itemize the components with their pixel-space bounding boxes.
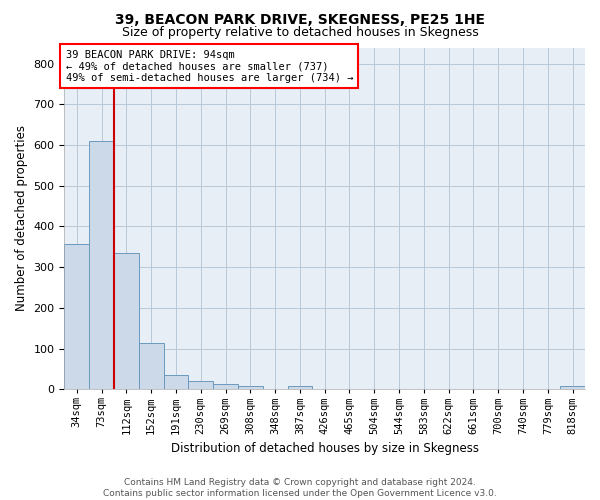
- Bar: [139, 343, 164, 389]
- Text: Size of property relative to detached houses in Skegness: Size of property relative to detached ho…: [122, 26, 478, 39]
- Text: 39 BEACON PARK DRIVE: 94sqm
← 49% of detached houses are smaller (737)
49% of se: 39 BEACON PARK DRIVE: 94sqm ← 49% of det…: [65, 50, 353, 82]
- Bar: [213, 384, 238, 389]
- Bar: [64, 244, 89, 389]
- Bar: [89, 140, 114, 389]
- X-axis label: Distribution of detached houses by size in Skegness: Distribution of detached houses by size …: [171, 442, 479, 455]
- Text: 39, BEACON PARK DRIVE, SKEGNESS, PE25 1HE: 39, BEACON PARK DRIVE, SKEGNESS, PE25 1H…: [115, 12, 485, 26]
- Bar: [114, 252, 139, 389]
- Bar: [188, 381, 213, 389]
- Bar: [287, 386, 313, 389]
- Bar: [164, 375, 188, 389]
- Text: Contains HM Land Registry data © Crown copyright and database right 2024.
Contai: Contains HM Land Registry data © Crown c…: [103, 478, 497, 498]
- Bar: [560, 386, 585, 389]
- Bar: [238, 386, 263, 389]
- Y-axis label: Number of detached properties: Number of detached properties: [15, 126, 28, 312]
